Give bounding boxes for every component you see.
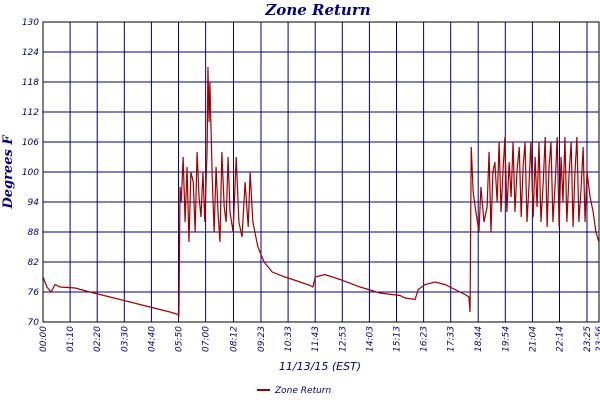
- x-tick-label: 01:10: [66, 326, 76, 352]
- x-tick-label: 19:54: [501, 326, 511, 352]
- x-tick-label: 02:20: [93, 326, 103, 352]
- x-tick-label: 04:40: [147, 326, 157, 352]
- x-tick-label: 05:50: [175, 326, 185, 352]
- x-axis-label: 11/13/15 (EST): [279, 360, 361, 373]
- y-tick-label: 130: [22, 18, 39, 28]
- y-tick-label: 106: [22, 138, 39, 148]
- x-tick-label: 14:03: [365, 326, 375, 352]
- legend: Zone Return: [257, 386, 331, 396]
- x-tick-label: 03:30: [120, 326, 130, 352]
- x-tick-label: 11:43: [311, 326, 321, 352]
- y-tick-label: 70: [28, 318, 40, 328]
- x-tick-label: 17:33: [447, 326, 457, 352]
- x-tick-label: 10:33: [284, 326, 294, 352]
- x-tick-label: 22:14: [556, 326, 566, 352]
- grid: [42, 21, 600, 323]
- x-tick-label: 23:56: [595, 326, 600, 352]
- x-tick-label: 16:23: [420, 326, 430, 352]
- x-tick-label: 18:44: [474, 326, 484, 352]
- x-tick-label: 12:53: [338, 326, 348, 352]
- x-tick-label: 09:23: [257, 326, 267, 352]
- plot-frame: [42, 21, 600, 323]
- y-tick-label: 88: [28, 228, 40, 238]
- x-tick-label: 21:04: [528, 326, 538, 352]
- y-tick-label: 124: [22, 48, 39, 58]
- legend-label: Zone Return: [274, 386, 331, 396]
- y-tick-label: 100: [22, 168, 39, 178]
- y-tick-label: 94: [28, 198, 40, 208]
- y-axis-label: Degrees F: [1, 135, 16, 210]
- x-tick-label: 00:00: [39, 326, 49, 352]
- y-tick-label: 76: [28, 288, 40, 298]
- x-tick-label: 23:25: [583, 326, 593, 352]
- chart-title: Zone Return: [264, 1, 370, 19]
- x-tick-label: 07:00: [202, 326, 212, 352]
- x-tick-label: 08:12: [229, 326, 239, 352]
- data-line: [42, 66, 600, 318]
- y-tick-label: 112: [22, 108, 39, 118]
- y-tick-label: 82: [28, 258, 40, 268]
- x-tick-label: 15:13: [393, 326, 403, 352]
- plot: [42, 66, 600, 318]
- y-tick-label: 118: [22, 78, 39, 88]
